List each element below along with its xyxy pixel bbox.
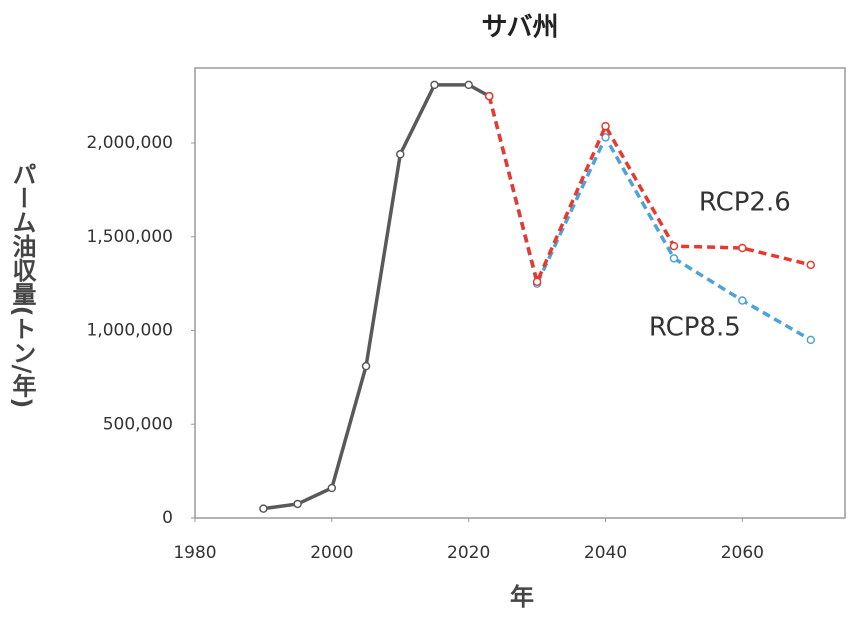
x-tick-label: 2000 [310, 543, 353, 563]
data-point [430, 80, 439, 90]
y-tick-label: 500,000 [103, 414, 173, 434]
data-point [484, 91, 494, 101]
data-point [464, 80, 473, 90]
data-point [738, 243, 747, 253]
series-label: RCP8.5 [649, 312, 741, 342]
x-tick-label: 2060 [721, 543, 764, 563]
data-point [327, 483, 337, 493]
y-tick-label: 0 [162, 508, 173, 528]
plot-frame [194, 67, 846, 519]
series-label: RCP2.6 [699, 187, 791, 217]
data-point [669, 254, 679, 263]
data-point [806, 260, 816, 270]
data-point [738, 296, 747, 305]
data-point [361, 361, 371, 371]
data-point [259, 504, 268, 513]
data-point [532, 277, 542, 286]
chart-title: サバ州 [482, 13, 559, 43]
series-line [487, 95, 812, 342]
series-line [263, 83, 491, 511]
y-axis-label: パーム油収量(トン/年) [8, 162, 36, 409]
data-point [806, 335, 816, 345]
y-tick-label: 1,000,000 [86, 321, 173, 341]
data-point [601, 133, 610, 142]
x-axis-label: 年 [510, 583, 534, 611]
x-tick-label: 2020 [447, 543, 490, 563]
data-point [669, 241, 679, 251]
series-line [487, 95, 812, 288]
data-point [293, 499, 302, 509]
x-tick-label: 2040 [584, 543, 627, 563]
data-point [601, 121, 610, 131]
y-tick-label: 2,000,000 [86, 133, 173, 153]
x-tick-label: 1980 [173, 543, 216, 563]
data-point [396, 150, 405, 159]
y-tick-label: 1,500,000 [86, 227, 173, 247]
